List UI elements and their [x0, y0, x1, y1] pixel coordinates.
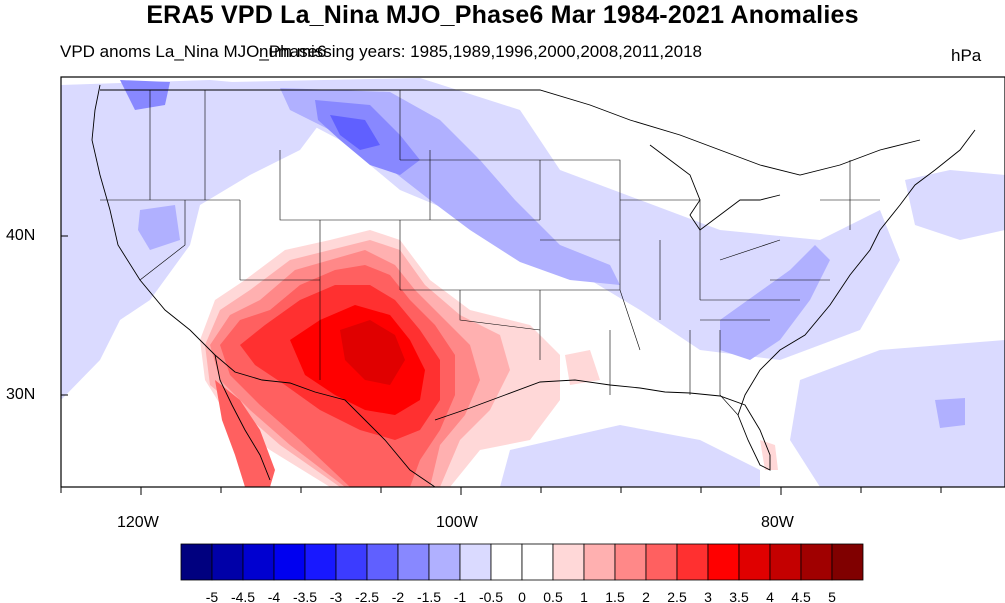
colorbar-swatch — [552, 543, 585, 581]
map-title: ERA5 VPD La_Nina MJO_Phase6 Mar 1984-202… — [146, 1, 859, 29]
colorbar-tick-label: -1 — [454, 589, 467, 603]
lat-ticks — [61, 235, 68, 396]
map-frame — [60, 76, 1005, 488]
anomaly-contour-neg-light-northeast — [905, 170, 1005, 240]
state-line-central — [400, 159, 641, 395]
colorbar-tick-label: -2.5 — [355, 589, 379, 603]
atlantic-coast — [737, 129, 976, 416]
anomaly-contour-pos-7 — [340, 320, 405, 385]
colorbar-swatch — [645, 543, 678, 581]
colorbar-tick-label: 0 — [518, 589, 526, 603]
colorbar-swatch — [521, 543, 554, 581]
colorbar-swatch — [304, 543, 337, 581]
lat-label-40n: 40N — [6, 227, 36, 244]
colorbar-tick-label: -1.5 — [417, 589, 441, 603]
anomaly-contour-pos-gulf-coast — [565, 350, 600, 385]
colorbar-swatch — [335, 543, 368, 581]
anomaly-contour-neg-mid-southeast — [720, 245, 830, 360]
state-line-east — [620, 160, 880, 416]
colorbar-tick-label: 4 — [766, 589, 774, 603]
state-line-west — [100, 90, 431, 380]
colorbar-swatch — [459, 543, 492, 581]
subtitle-years: 1985,1989,1996,2000,2008,2011,2018 — [410, 42, 702, 61]
canada-border — [100, 89, 921, 176]
colorbar-tick-label: 1 — [580, 589, 588, 603]
subtitle-overlap: num missing years: 1985,1989,1996,2000,2… — [259, 41, 702, 63]
lon-label-80w: 80W — [761, 514, 794, 531]
colorbar-swatch — [211, 543, 244, 581]
subtitle-missing-label: num missing years: — [259, 42, 406, 61]
anomaly-contour-neg-darkest-north — [330, 115, 380, 150]
colorbar-swatch — [180, 543, 213, 581]
colorbar-tick-label: 2 — [642, 589, 650, 603]
colorbar-swatch — [397, 543, 430, 581]
baja-peninsula — [214, 354, 271, 481]
colorbar-swatch — [428, 543, 461, 581]
colorbar-tick-label: 0.5 — [543, 589, 563, 603]
colorbar-swatch — [769, 543, 802, 581]
anomaly-contour-neg-light-west — [61, 80, 330, 400]
colorbar-tick-label: -3 — [330, 589, 343, 603]
colorbar-tick-label: 4.5 — [791, 589, 811, 603]
colorbar-tick-label: 3 — [704, 589, 712, 603]
lat-label-30n: 30N — [6, 386, 36, 403]
colorbar-labels: -5 -4.5 -4 -3.5 -3 -2.5 -2 -1.5 -1 -0.5 0 0.5 1 1.5 2 2… — [206, 589, 836, 603]
anomaly-field — [61, 78, 1005, 487]
colorbar-swatch — [614, 543, 647, 581]
colorbar-swatch — [583, 543, 616, 581]
colorbar-swatch — [738, 543, 771, 581]
subtitle-units: hPa — [951, 46, 982, 65]
anomaly-contour-pos-florida — [760, 440, 778, 470]
colorbar-tick-label: 5 — [828, 589, 836, 603]
anomaly-contour-pos-baja — [215, 380, 275, 487]
colorbar-swatch — [676, 543, 709, 581]
anomaly-contour-neg-mid-nevada — [138, 205, 180, 250]
colorbar-tick-label: -0.5 — [479, 589, 503, 603]
colorbar-swatch — [831, 543, 864, 581]
colorbar-tick-label: -5 — [206, 589, 219, 603]
colorbar-swatch — [242, 543, 275, 581]
anomaly-contour-neg-dark-northwest — [120, 80, 170, 110]
anomaly-contour-neg-light-gulf — [500, 425, 760, 487]
great-lakes — [649, 144, 781, 231]
colorbar — [180, 543, 864, 581]
state-boundaries — [100, 90, 880, 416]
lon-ticks — [60, 487, 942, 495]
colorbar-swatch — [273, 543, 306, 581]
colorbar-tick-label: -3.5 — [293, 589, 317, 603]
colorbar-tick-label: 1.5 — [605, 589, 625, 603]
subtitle-left: VPD anoms La_Nina MJO_Phase6 — [60, 42, 327, 61]
colorbar-swatch — [800, 543, 833, 581]
colorbar-swatch — [490, 543, 523, 581]
colorbar-swatch — [707, 543, 740, 581]
colorbar-tick-label: -4.5 — [231, 589, 255, 603]
colorbar-tick-label: 3.5 — [729, 589, 749, 603]
colorbar-tick-label: -4 — [268, 589, 281, 603]
colorbar-tick-label: -2 — [392, 589, 405, 603]
anomaly-contour-neg-light-atlantic — [790, 340, 1005, 487]
colorbar-tick-label: 2.5 — [667, 589, 687, 603]
anomaly-contour-neg-mid-atlantic — [935, 398, 965, 428]
colorbar-swatch — [366, 543, 399, 581]
lon-label-100w: 100W — [436, 514, 478, 531]
lon-label-120w: 120W — [117, 514, 159, 531]
